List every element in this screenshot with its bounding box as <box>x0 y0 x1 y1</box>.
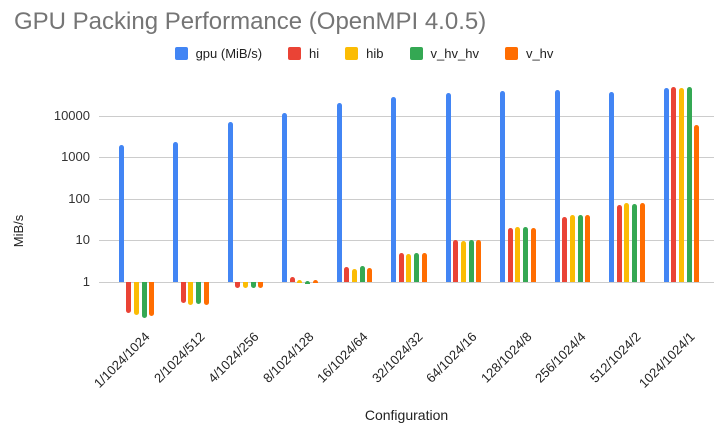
x-axis-title: Configuration <box>364 407 449 423</box>
bar[interactable] <box>141 282 147 318</box>
bar[interactable] <box>500 91 505 282</box>
legend-swatch-icon <box>409 47 423 60</box>
bar[interactable] <box>671 87 677 282</box>
bar[interactable] <box>632 204 638 282</box>
bar[interactable] <box>476 239 482 282</box>
bar[interactable] <box>196 282 202 304</box>
bar[interactable] <box>258 282 264 289</box>
bar[interactable] <box>460 241 466 282</box>
legend-label: v_hv_hv <box>430 46 479 61</box>
bar[interactable] <box>149 282 155 317</box>
bar[interactable] <box>312 280 318 284</box>
legend-item[interactable]: hib <box>345 46 384 61</box>
bar[interactable] <box>686 86 692 282</box>
bar[interactable] <box>616 204 622 282</box>
y-axis-tick-label: 1 <box>82 274 90 289</box>
bar[interactable] <box>126 282 132 313</box>
y-axis-tick-label: 10 <box>75 232 90 248</box>
bar[interactable] <box>282 113 287 282</box>
gridline <box>99 282 714 283</box>
bar[interactable] <box>624 202 630 282</box>
bar[interactable] <box>515 227 521 282</box>
bar[interactable] <box>242 282 248 289</box>
bar[interactable] <box>507 227 513 282</box>
legend-item[interactable]: v_hv_hv <box>409 46 479 61</box>
bar[interactable] <box>554 89 560 282</box>
bar[interactable] <box>133 282 139 316</box>
bar[interactable] <box>421 252 427 282</box>
bar[interactable] <box>173 142 178 282</box>
legend: gpu (MiB/s) hi hib v_hv_hv v_hv <box>0 46 728 61</box>
bar[interactable] <box>468 239 474 282</box>
bar[interactable] <box>398 252 404 282</box>
bar[interactable] <box>289 277 295 282</box>
bar[interactable] <box>305 281 311 285</box>
bar[interactable] <box>414 253 420 282</box>
bar[interactable] <box>227 121 233 282</box>
bar[interactable] <box>336 102 342 282</box>
legend-swatch-icon <box>288 47 302 60</box>
bar[interactable] <box>359 266 365 282</box>
y-axis-tick-label: 100 <box>68 190 90 206</box>
legend-label: v_hv <box>525 46 554 61</box>
legend-swatch-icon <box>174 47 188 60</box>
bar[interactable] <box>406 254 412 282</box>
gridline <box>99 115 714 117</box>
bar[interactable] <box>445 92 451 282</box>
gridline <box>99 157 714 159</box>
bar[interactable] <box>344 267 350 282</box>
bar[interactable] <box>118 144 124 282</box>
bar[interactable] <box>569 214 575 282</box>
bar[interactable] <box>367 267 373 282</box>
chart-title: GPU Packing Performance (OpenMPI 4.0.5) <box>14 8 487 35</box>
legend-swatch-icon <box>504 47 518 60</box>
bar[interactable] <box>609 91 614 282</box>
bar[interactable] <box>639 202 645 282</box>
bar[interactable] <box>663 88 669 282</box>
y-axis-title: MiB/s <box>11 214 26 248</box>
bar[interactable] <box>453 240 459 282</box>
gridline <box>99 198 714 200</box>
bar[interactable] <box>203 282 209 305</box>
bar[interactable] <box>235 282 241 288</box>
bar[interactable] <box>523 227 529 282</box>
bar[interactable] <box>351 268 357 282</box>
legend-item[interactable]: gpu (MiB/s) <box>174 46 263 61</box>
bar[interactable] <box>297 279 303 283</box>
bar[interactable] <box>530 227 536 282</box>
y-axis-tick-label: 1000 <box>61 149 90 165</box>
legend-item[interactable]: hi <box>288 46 319 61</box>
bar[interactable] <box>585 215 591 282</box>
y-axis-tick-label: 10000 <box>53 107 90 123</box>
bar[interactable] <box>180 282 186 304</box>
legend-label: gpu (MiB/s) <box>195 46 263 61</box>
gridline <box>99 240 714 242</box>
bar[interactable] <box>678 88 684 282</box>
bar[interactable] <box>577 215 583 282</box>
bar[interactable] <box>188 282 194 305</box>
bar[interactable] <box>391 96 396 282</box>
legend-label: hib <box>366 46 384 61</box>
legend-item[interactable]: v_hv <box>504 46 554 61</box>
bar[interactable] <box>562 217 568 282</box>
bar[interactable] <box>250 282 256 288</box>
legend-label: hi <box>309 46 320 61</box>
bar[interactable] <box>694 124 700 282</box>
legend-swatch-icon <box>345 47 359 60</box>
